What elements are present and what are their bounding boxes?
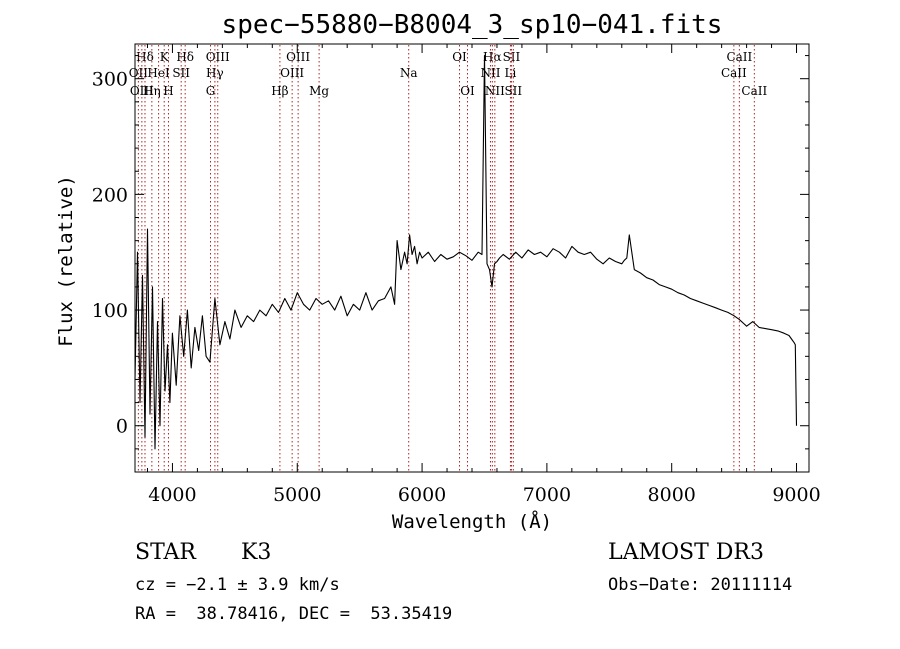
line-marker-label: Hη: [143, 84, 161, 98]
y-axis-label: Flux (relative): [55, 175, 77, 347]
x-tick-label: 4000: [148, 484, 196, 506]
line-marker-label: H: [163, 84, 173, 98]
line-marker-label: Mg: [309, 84, 329, 98]
x-tick-label: 6000: [398, 484, 446, 506]
line-marker-label: OIII: [206, 50, 230, 64]
x-axis-label: Wavelength (Å): [392, 510, 552, 533]
line-marker-label: HeI: [147, 66, 170, 80]
coordinates: RA = 38.78416, DEC = 53.35419: [135, 604, 453, 624]
x-tick-label: 9000: [772, 484, 820, 506]
x-tick-label: 8000: [648, 484, 696, 506]
line-marker-label: Li: [505, 66, 517, 80]
line-marker-label: K: [160, 50, 170, 64]
line-marker-label: G: [206, 84, 216, 98]
observation-date: Obs−Date: 20111114: [608, 575, 793, 595]
survey-name: LAMOST DR3: [608, 540, 764, 565]
line-marker-label: OII: [129, 66, 149, 80]
line-marker-label: CaII: [741, 84, 767, 98]
line-marker-label: CaII: [721, 66, 747, 80]
line-marker-label: NII: [480, 66, 500, 80]
chart-title: spec−55880−B8004_3_sp10−041.fits: [222, 10, 723, 40]
x-axis: 4000 5000 6000 7000 8000 9000: [146, 44, 821, 506]
line-marker-label: Hγ: [206, 66, 224, 80]
y-tick-label: 300: [92, 69, 128, 91]
line-marker-label: OIII: [286, 50, 310, 64]
line-marker-label: OIII: [130, 84, 154, 98]
line-marker-label: Na: [400, 66, 418, 80]
x-tick-label: 5000: [273, 484, 321, 506]
line-marker-label: SII: [504, 84, 522, 98]
spectrum-series: [134, 55, 798, 450]
redshift-cz: cz = −2.1 ± 3.9 km/s: [135, 575, 340, 595]
object-subclass: K3: [241, 540, 272, 565]
line-marker-label: CaII: [726, 50, 752, 64]
line-marker-label: SII: [503, 50, 521, 64]
line-marker-label: NII: [485, 84, 505, 98]
line-marker-label: OI: [452, 50, 467, 64]
plot-frame: [134, 43, 810, 473]
spectrum-line: [134, 55, 798, 450]
line-marker-label: OI: [460, 84, 475, 98]
line-marker-label: Hδ: [136, 50, 154, 64]
line-marker-label: SII: [172, 66, 190, 80]
y-tick-label: 100: [92, 300, 128, 322]
x-tick-label: 7000: [523, 484, 571, 506]
line-marker-label: Hα: [483, 50, 502, 64]
line-marker-label: Hδ: [176, 50, 194, 64]
line-markers: Hδ OII OIII K HeI Hη SII H Hδ OIII Hγ G OIII OIII Hβ Mg…: [129, 45, 767, 471]
line-marker-label: OIII: [280, 66, 304, 80]
y-tick-label: 200: [92, 184, 128, 206]
y-tick-label: 0: [116, 416, 128, 438]
line-marker-label: Hβ: [271, 84, 288, 98]
object-class: STAR: [135, 540, 196, 565]
y-axis: 0 100 200 300: [92, 55, 809, 473]
